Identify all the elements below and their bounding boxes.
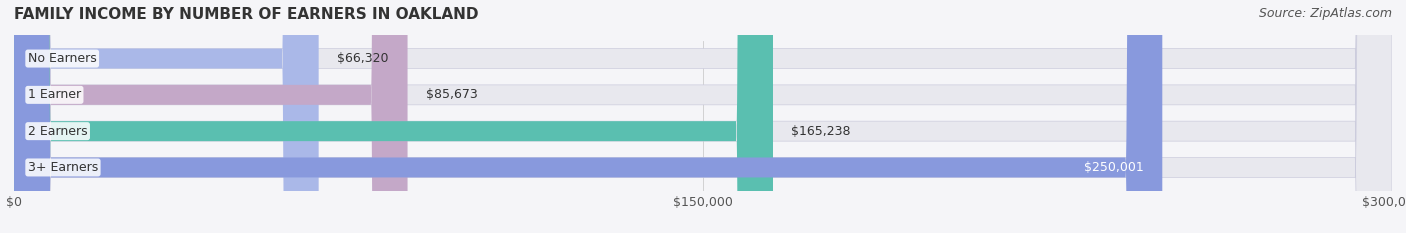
Text: $250,001: $250,001 <box>1084 161 1144 174</box>
Text: $165,238: $165,238 <box>792 125 851 138</box>
Text: $85,673: $85,673 <box>426 88 478 101</box>
Text: 3+ Earners: 3+ Earners <box>28 161 98 174</box>
FancyBboxPatch shape <box>14 0 773 233</box>
Text: No Earners: No Earners <box>28 52 97 65</box>
Text: $66,320: $66,320 <box>337 52 388 65</box>
Text: 1 Earner: 1 Earner <box>28 88 82 101</box>
FancyBboxPatch shape <box>14 0 408 233</box>
FancyBboxPatch shape <box>14 0 1392 233</box>
FancyBboxPatch shape <box>14 0 1392 233</box>
Text: 2 Earners: 2 Earners <box>28 125 87 138</box>
FancyBboxPatch shape <box>14 0 1392 233</box>
FancyBboxPatch shape <box>14 0 1163 233</box>
Text: Source: ZipAtlas.com: Source: ZipAtlas.com <box>1258 7 1392 20</box>
Text: FAMILY INCOME BY NUMBER OF EARNERS IN OAKLAND: FAMILY INCOME BY NUMBER OF EARNERS IN OA… <box>14 7 478 22</box>
FancyBboxPatch shape <box>14 0 1392 233</box>
FancyBboxPatch shape <box>14 0 319 233</box>
